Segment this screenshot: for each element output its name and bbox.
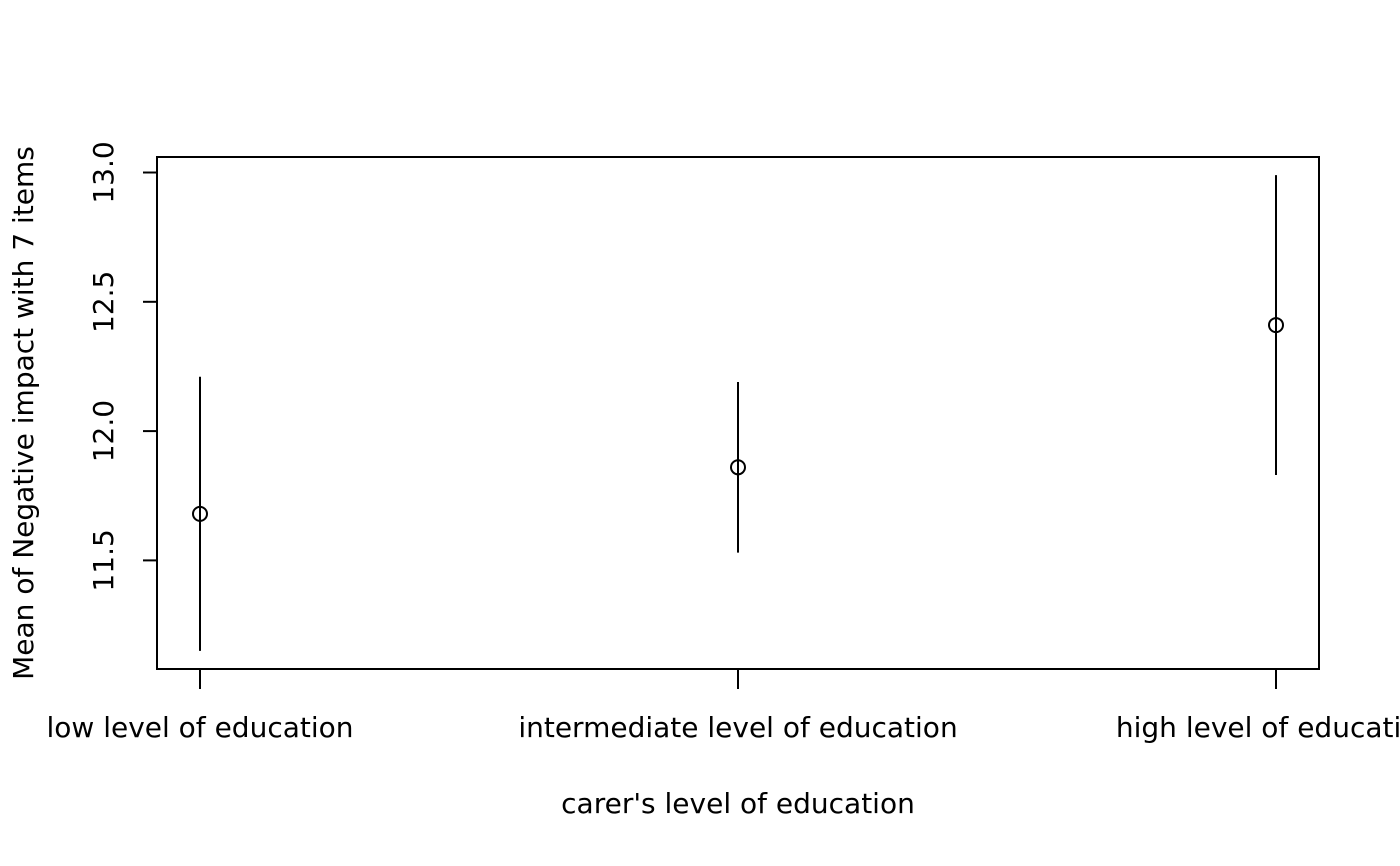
mean-point <box>192 505 208 522</box>
y-tick-label: 11.5 <box>87 529 120 591</box>
y-tick-label: 13.0 <box>87 141 120 203</box>
x-axis-title: carer's level of education <box>561 787 915 820</box>
x-tick-label: high level of education <box>1116 711 1400 744</box>
x-tick-label: intermediate level of education <box>518 711 957 744</box>
x-tick-label: low level of education <box>46 711 353 744</box>
y-tick-label: 12.0 <box>87 400 120 462</box>
mean-point <box>1268 317 1284 334</box>
y-axis-title: Mean of Negative impact with 7 items <box>7 146 40 680</box>
y-tick-label: 12.5 <box>87 271 120 333</box>
mean-point <box>730 459 746 476</box>
